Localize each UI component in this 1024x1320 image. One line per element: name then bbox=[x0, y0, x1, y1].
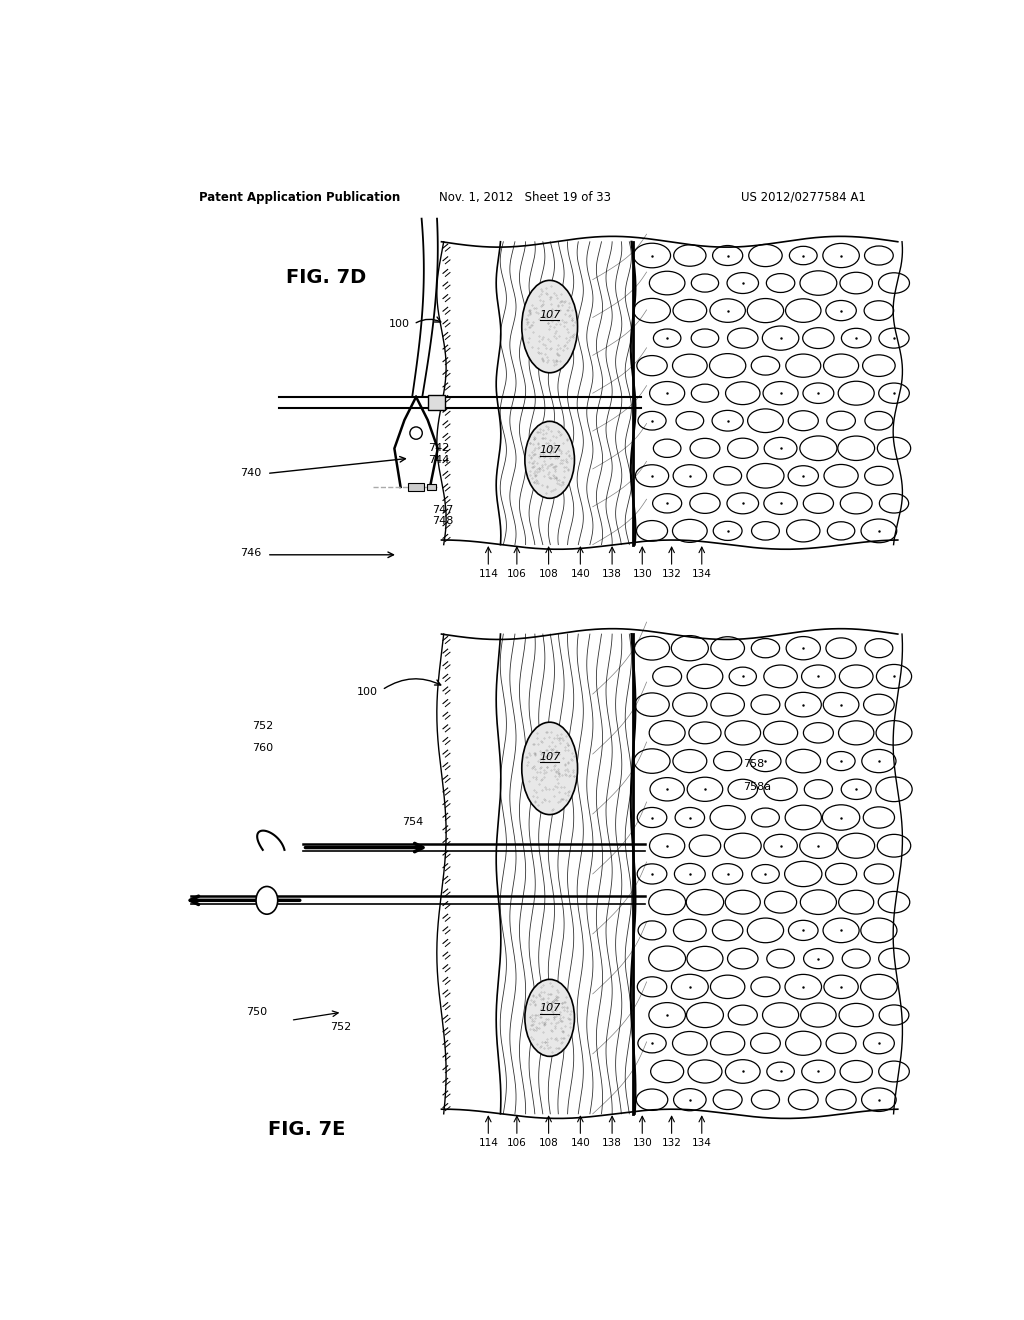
Text: 752: 752 bbox=[331, 1023, 351, 1032]
Text: 106: 106 bbox=[507, 1138, 526, 1148]
Text: 747: 747 bbox=[432, 506, 454, 515]
Text: 750: 750 bbox=[246, 1007, 267, 1018]
Ellipse shape bbox=[522, 280, 578, 372]
Text: 107: 107 bbox=[539, 445, 560, 455]
Text: 758: 758 bbox=[743, 759, 764, 770]
Text: 138: 138 bbox=[602, 1138, 622, 1148]
Bar bbox=[409, 483, 424, 491]
Text: 742: 742 bbox=[428, 444, 450, 453]
Text: 754: 754 bbox=[401, 817, 423, 828]
Ellipse shape bbox=[525, 421, 574, 499]
Ellipse shape bbox=[522, 722, 578, 814]
Text: 130: 130 bbox=[633, 569, 652, 579]
Ellipse shape bbox=[256, 887, 278, 915]
Text: 130: 130 bbox=[633, 1138, 652, 1148]
Text: 106: 106 bbox=[507, 569, 526, 579]
Text: 114: 114 bbox=[478, 569, 499, 579]
Text: 107: 107 bbox=[539, 752, 560, 762]
Text: FIG. 7E: FIG. 7E bbox=[268, 1119, 345, 1139]
Text: 138: 138 bbox=[602, 569, 622, 579]
Text: 114: 114 bbox=[478, 1138, 499, 1148]
Text: 108: 108 bbox=[539, 569, 558, 579]
Text: 752: 752 bbox=[252, 721, 273, 730]
Text: 758a: 758a bbox=[743, 781, 771, 792]
Text: 746: 746 bbox=[240, 548, 261, 558]
Text: 134: 134 bbox=[692, 569, 712, 579]
Text: US 2012/0277584 A1: US 2012/0277584 A1 bbox=[741, 190, 866, 203]
Text: 760: 760 bbox=[252, 743, 273, 752]
Ellipse shape bbox=[525, 979, 574, 1056]
Text: 140: 140 bbox=[570, 1138, 590, 1148]
Text: Nov. 1, 2012   Sheet 19 of 33: Nov. 1, 2012 Sheet 19 of 33 bbox=[439, 190, 610, 203]
Text: 132: 132 bbox=[662, 1138, 682, 1148]
Text: 132: 132 bbox=[662, 569, 682, 579]
Bar bbox=[427, 484, 436, 490]
Text: 107: 107 bbox=[539, 1003, 560, 1014]
Bar bbox=[428, 395, 444, 411]
Text: 140: 140 bbox=[570, 569, 590, 579]
Text: 740: 740 bbox=[240, 469, 261, 478]
Text: FIG. 7D: FIG. 7D bbox=[287, 268, 367, 286]
Text: 107: 107 bbox=[539, 310, 560, 319]
Text: Patent Application Publication: Patent Application Publication bbox=[200, 190, 400, 203]
Text: 100: 100 bbox=[357, 686, 378, 697]
Text: 748: 748 bbox=[432, 516, 454, 527]
Text: 100: 100 bbox=[389, 319, 410, 329]
Text: 744: 744 bbox=[428, 455, 450, 465]
Text: 108: 108 bbox=[539, 1138, 558, 1148]
Text: 134: 134 bbox=[692, 1138, 712, 1148]
